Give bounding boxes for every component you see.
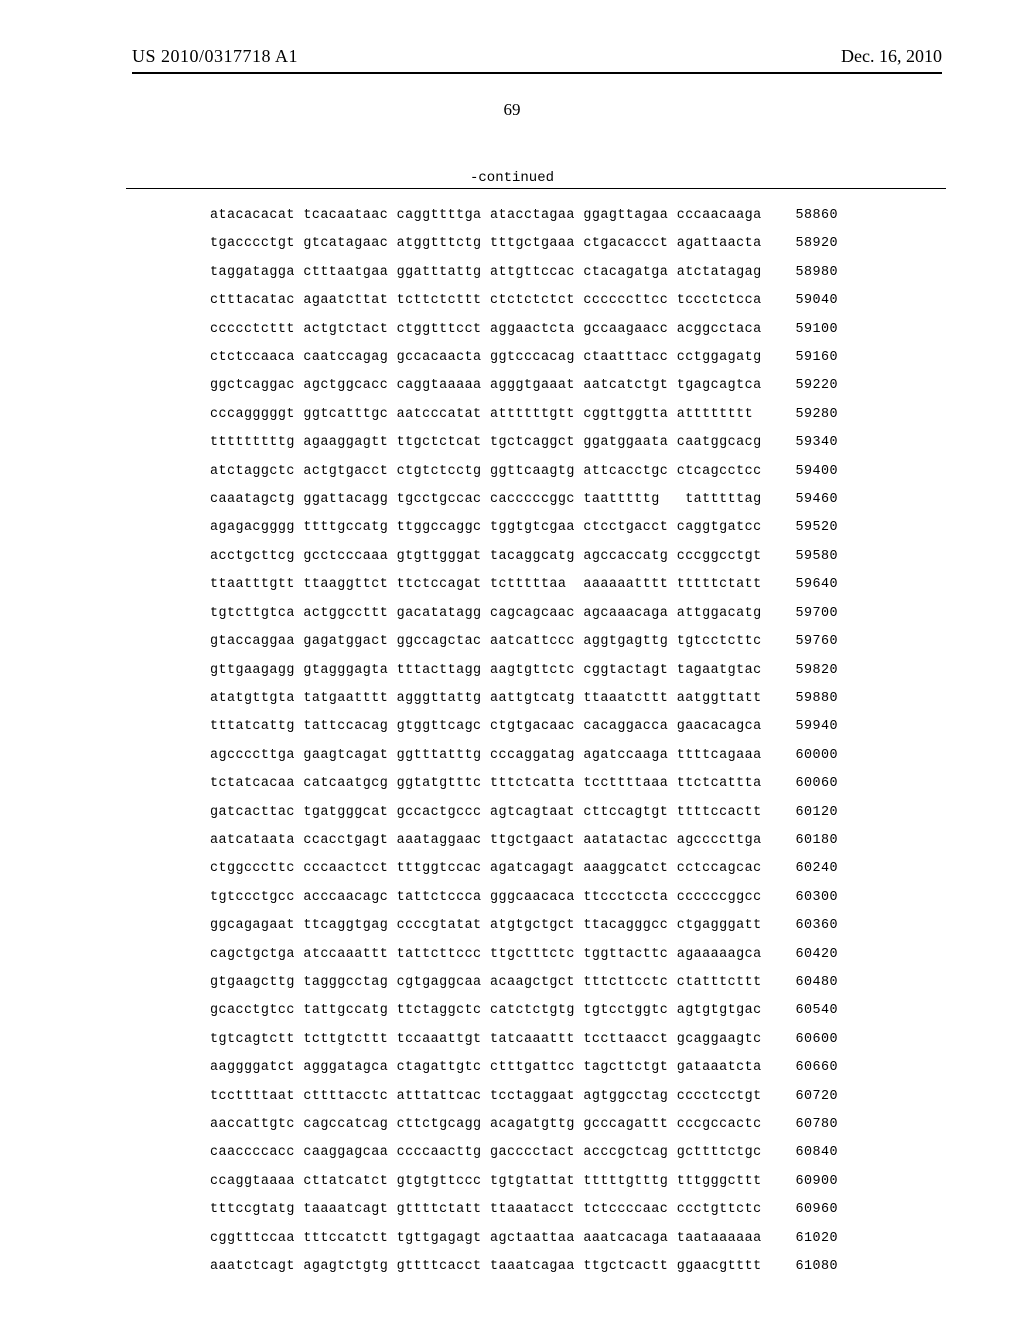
sequence-row: tttatcattg tattccacag gtggttcagc ctgtgac… xyxy=(210,713,838,741)
sequence-row: atacacacat tcacaataac caggttttga ataccta… xyxy=(210,202,838,230)
sequence-row: aaggggatct agggatagca ctagattgtc ctttgat… xyxy=(210,1054,838,1082)
sequence-row: gtgaagcttg tagggcctag cgtgaggcaa acaagct… xyxy=(210,969,838,997)
sequence-row: ggctcaggac agctggcacc caggtaaaaa agggtga… xyxy=(210,372,838,400)
sequence-row: tttccgtatg taaaatcagt gttttctatt ttaaata… xyxy=(210,1196,838,1224)
sequence-row: agagacgggg ttttgccatg ttggccaggc tggtgtc… xyxy=(210,514,838,542)
page-header: US 2010/0317718 A1 Dec. 16, 2010 xyxy=(0,46,1024,74)
sequence-row: atatgttgta tatgaatttt agggttattg aattgtc… xyxy=(210,685,838,713)
sequence-top-rule xyxy=(126,188,946,189)
sequence-row: caaatagctg ggattacagg tgcctgccac caccccc… xyxy=(210,486,838,514)
header-rule xyxy=(132,72,942,74)
sequence-row: ccccctcttt actgtctact ctggtttcct aggaact… xyxy=(210,316,838,344)
sequence-row: tccttttaat cttttacctc atttattcac tcctagg… xyxy=(210,1083,838,1111)
sequence-row: ctttacatac agaatcttat tcttctcttt ctctctc… xyxy=(210,287,838,315)
sequence-row: aatcataata ccacctgagt aaataggaac ttgctga… xyxy=(210,827,838,855)
sequence-row: aaccattgtc cagccatcag cttctgcagg acagatg… xyxy=(210,1111,838,1139)
sequence-row: gtaccaggaa gagatggact ggccagctac aatcatt… xyxy=(210,628,838,656)
sequence-row: agccccttga gaagtcagat ggtttatttg cccagga… xyxy=(210,742,838,770)
sequence-row: caaccccacc caaggagcaa ccccaacttg gacccct… xyxy=(210,1139,838,1167)
sequence-row: tctatcacaa catcaatgcg ggtatgtttc tttctca… xyxy=(210,770,838,798)
sequence-row: acctgcttcg gcctcccaaa gtgttgggat tacaggc… xyxy=(210,543,838,571)
page-number: 69 xyxy=(0,100,1024,120)
sequence-listing: atacacacat tcacaataac caggttttga ataccta… xyxy=(210,202,838,1281)
publication-number: US 2010/0317718 A1 xyxy=(132,46,298,67)
publication-date: Dec. 16, 2010 xyxy=(841,46,942,67)
sequence-row: tgtcttgtca actggccttt gacatatagg cagcagc… xyxy=(210,600,838,628)
sequence-row: cagctgctga atccaaattt tattcttccc ttgcttt… xyxy=(210,941,838,969)
sequence-row: tttttttttg agaaggagtt ttgctctcat tgctcag… xyxy=(210,429,838,457)
sequence-row: ccaggtaaaa cttatcatct gtgtgttccc tgtgtat… xyxy=(210,1168,838,1196)
sequence-row: gttgaagagg gtagggagta tttacttagg aagtgtt… xyxy=(210,657,838,685)
sequence-row: cccagggggt ggtcatttgc aatcccatat atttttt… xyxy=(210,401,838,429)
sequence-row: cggtttccaa tttccatctt tgttgagagt agctaat… xyxy=(210,1225,838,1253)
sequence-row: tgtccctgcc acccaacagc tattctccca gggcaac… xyxy=(210,884,838,912)
sequence-row: gatcacttac tgatgggcat gccactgccc agtcagt… xyxy=(210,799,838,827)
sequence-row: gcacctgtcc tattgccatg ttctaggctc catctct… xyxy=(210,997,838,1025)
sequence-row: taggatagga ctttaatgaa ggatttattg attgttc… xyxy=(210,259,838,287)
sequence-row: aaatctcagt agagtctgtg gttttcacct taaatca… xyxy=(210,1253,838,1281)
sequence-row: ttaatttgtt ttaaggttct ttctccagat tcttttt… xyxy=(210,571,838,599)
sequence-row: ggcagagaat ttcaggtgag ccccgtatat atgtgct… xyxy=(210,912,838,940)
sequence-row: ctctccaaca caatccagag gccacaacta ggtccca… xyxy=(210,344,838,372)
sequence-row: tgtcagtctt tcttgtcttt tccaaattgt tatcaaa… xyxy=(210,1026,838,1054)
sequence-row: tgacccctgt gtcatagaac atggtttctg tttgctg… xyxy=(210,230,838,258)
page: US 2010/0317718 A1 Dec. 16, 2010 69 -con… xyxy=(0,0,1024,1320)
sequence-row: ctggcccttc cccaactcct tttggtccac agatcag… xyxy=(210,855,838,883)
sequence-row: atctaggctc actgtgacct ctgtctcctg ggttcaa… xyxy=(210,458,838,486)
continued-label: -continued xyxy=(0,170,1024,186)
